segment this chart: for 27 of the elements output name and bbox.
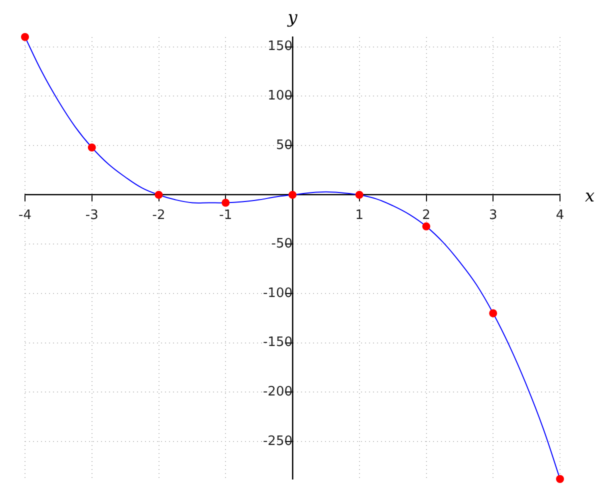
y-axis-title: y [286, 8, 298, 28]
y-tick-label: -150 [262, 335, 292, 350]
x-tick-label: -3 [85, 208, 98, 224]
point [422, 222, 430, 230]
y-tick-label: -50 [271, 236, 292, 252]
y-tick-label: 150 [268, 39, 292, 54]
point [21, 33, 29, 41]
point [355, 190, 364, 199]
x-tick-label: 1 [355, 208, 364, 224]
y-tick-label: 100 [268, 88, 292, 104]
point [88, 144, 96, 152]
point [288, 190, 296, 199]
point [154, 190, 163, 199]
y-tick-label: -250 [262, 434, 292, 449]
x-tick-label: 3 [488, 208, 498, 224]
point [222, 198, 230, 207]
x-tick-label: 2 [422, 208, 430, 224]
x-tick-label: 4 [556, 208, 564, 224]
point [489, 309, 498, 318]
x-tick-label: -1 [219, 208, 232, 224]
x-tick-label: -2 [152, 208, 166, 224]
x-tick-label: -4 [18, 208, 32, 224]
y-tick-label: 50 [276, 138, 292, 153]
y-tick-label: -100 [262, 286, 292, 301]
point [556, 475, 564, 483]
x-axis-title: x [585, 186, 595, 206]
y-tick-label: -200 [262, 384, 292, 400]
